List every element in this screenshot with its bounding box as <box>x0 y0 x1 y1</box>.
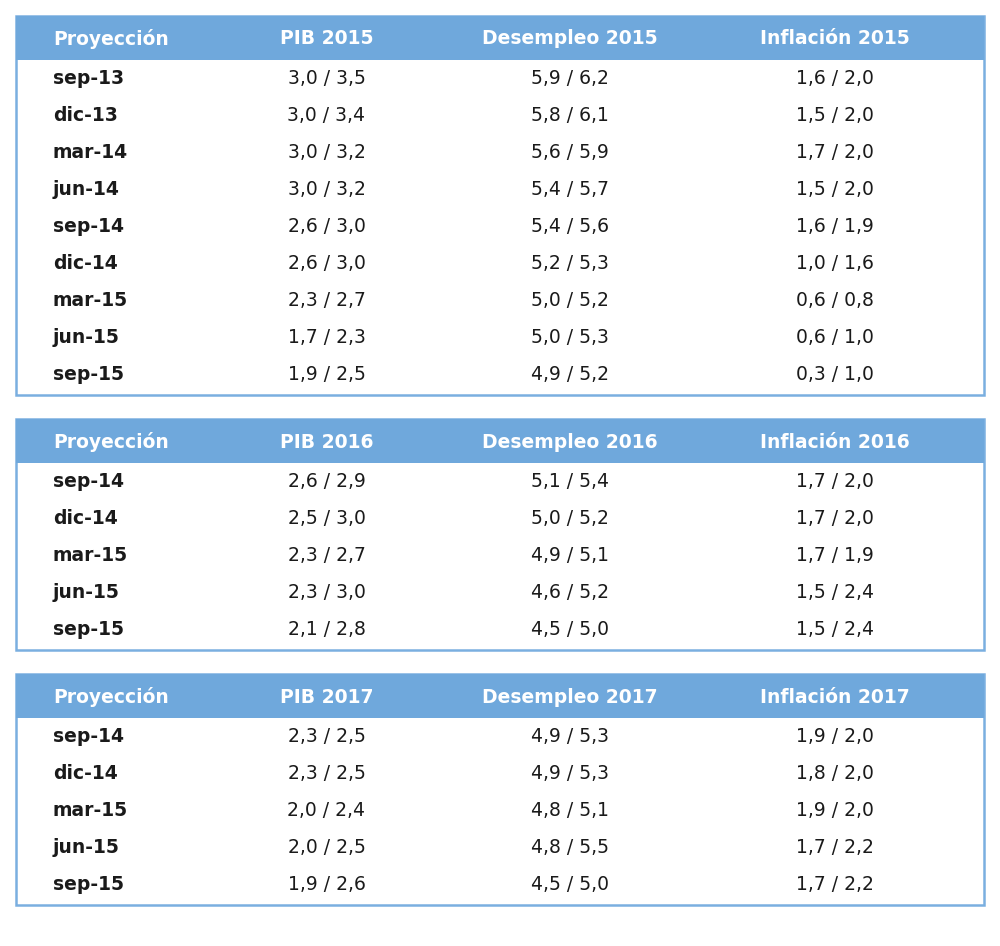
Text: PIB 2016: PIB 2016 <box>280 432 373 451</box>
Text: 1,7 / 1,9: 1,7 / 1,9 <box>796 546 874 565</box>
Text: 5,4 / 5,6: 5,4 / 5,6 <box>531 217 609 236</box>
Text: 2,3 / 2,5: 2,3 / 2,5 <box>288 764 365 783</box>
Text: Inflación 2017: Inflación 2017 <box>760 688 910 707</box>
Text: dic-14: dic-14 <box>53 254 118 273</box>
Text: 4,6 / 5,2: 4,6 / 5,2 <box>531 583 609 602</box>
Text: 1,5 / 2,4: 1,5 / 2,4 <box>796 583 874 602</box>
Text: 5,6 / 5,9: 5,6 / 5,9 <box>531 143 609 162</box>
Text: 3,0 / 3,4: 3,0 / 3,4 <box>287 106 365 125</box>
Text: 5,0 / 5,2: 5,0 / 5,2 <box>531 509 609 528</box>
Text: 2,6 / 2,9: 2,6 / 2,9 <box>288 472 365 491</box>
Text: Proyección: Proyección <box>53 687 169 707</box>
Text: 3,0 / 3,2: 3,0 / 3,2 <box>288 180 365 199</box>
Text: 2,6 / 3,0: 2,6 / 3,0 <box>288 254 365 273</box>
Text: 2,1 / 2,8: 2,1 / 2,8 <box>288 620 365 639</box>
Text: 4,9 / 5,2: 4,9 / 5,2 <box>531 365 609 384</box>
Text: mar-15: mar-15 <box>53 291 128 310</box>
Text: 1,9 / 2,0: 1,9 / 2,0 <box>796 801 874 820</box>
Text: sep-14: sep-14 <box>53 217 124 236</box>
Text: 1,9 / 2,6: 1,9 / 2,6 <box>288 875 365 894</box>
Text: 1,7 / 2,2: 1,7 / 2,2 <box>796 875 874 894</box>
Text: 2,5 / 3,0: 2,5 / 3,0 <box>288 509 365 528</box>
Bar <box>16 419 984 463</box>
Text: 3,0 / 3,2: 3,0 / 3,2 <box>288 143 365 162</box>
Text: 2,0 / 2,5: 2,0 / 2,5 <box>288 838 365 857</box>
Text: 5,0 / 5,2: 5,0 / 5,2 <box>531 291 609 310</box>
Text: jun-15: jun-15 <box>53 583 120 602</box>
Text: 2,3 / 2,7: 2,3 / 2,7 <box>288 546 365 565</box>
Text: Inflación 2016: Inflación 2016 <box>760 432 910 451</box>
Text: PIB 2015: PIB 2015 <box>280 29 373 48</box>
Text: Proyección: Proyección <box>53 432 169 452</box>
Text: sep-15: sep-15 <box>53 365 124 384</box>
Text: 1,7 / 2,0: 1,7 / 2,0 <box>796 143 874 162</box>
Text: 1,7 / 2,3: 1,7 / 2,3 <box>288 328 365 347</box>
Text: 5,9 / 6,2: 5,9 / 6,2 <box>531 69 609 88</box>
Text: 4,9 / 5,1: 4,9 / 5,1 <box>531 546 609 565</box>
Text: mar-15: mar-15 <box>53 546 128 565</box>
Bar <box>16 674 984 905</box>
Text: 1,8 / 2,0: 1,8 / 2,0 <box>796 764 874 783</box>
Text: sep-14: sep-14 <box>53 727 124 746</box>
Text: 4,8 / 5,5: 4,8 / 5,5 <box>531 838 609 857</box>
Text: 1,5 / 2,4: 1,5 / 2,4 <box>796 620 874 639</box>
Text: 0,3 / 1,0: 0,3 / 1,0 <box>796 365 874 384</box>
Text: sep-13: sep-13 <box>53 69 124 88</box>
Text: 1,0 / 1,6: 1,0 / 1,6 <box>796 254 874 273</box>
Text: Inflación 2015: Inflación 2015 <box>760 29 910 48</box>
Text: 5,4 / 5,7: 5,4 / 5,7 <box>531 180 609 199</box>
Text: 2,0 / 2,4: 2,0 / 2,4 <box>287 801 365 820</box>
Text: 4,8 / 5,1: 4,8 / 5,1 <box>531 801 609 820</box>
Text: 3,0 / 3,5: 3,0 / 3,5 <box>288 69 365 88</box>
Text: 5,1 / 5,4: 5,1 / 5,4 <box>531 472 609 491</box>
Text: 0,6 / 1,0: 0,6 / 1,0 <box>796 328 874 347</box>
Text: jun-15: jun-15 <box>53 838 120 857</box>
Text: 1,5 / 2,0: 1,5 / 2,0 <box>796 180 874 199</box>
Text: 4,9 / 5,3: 4,9 / 5,3 <box>531 727 609 746</box>
Text: PIB 2017: PIB 2017 <box>280 688 373 707</box>
Text: Desempleo 2017: Desempleo 2017 <box>482 688 658 707</box>
Text: mar-14: mar-14 <box>53 143 128 162</box>
Text: sep-15: sep-15 <box>53 875 124 894</box>
Text: 2,6 / 3,0: 2,6 / 3,0 <box>288 217 365 236</box>
Text: Proyección: Proyección <box>53 29 169 49</box>
Text: 1,6 / 2,0: 1,6 / 2,0 <box>796 69 874 88</box>
Text: 5,2 / 5,3: 5,2 / 5,3 <box>531 254 609 273</box>
Text: 1,6 / 1,9: 1,6 / 1,9 <box>796 217 874 236</box>
Text: sep-14: sep-14 <box>53 472 124 491</box>
Text: Desempleo 2015: Desempleo 2015 <box>482 29 658 48</box>
Text: 1,9 / 2,0: 1,9 / 2,0 <box>796 727 874 746</box>
Text: 4,5 / 5,0: 4,5 / 5,0 <box>531 620 609 639</box>
Text: 1,7 / 2,2: 1,7 / 2,2 <box>796 838 874 857</box>
Text: 1,9 / 2,5: 1,9 / 2,5 <box>288 365 365 384</box>
Text: mar-15: mar-15 <box>53 801 128 820</box>
Text: 2,3 / 3,0: 2,3 / 3,0 <box>288 583 365 602</box>
Text: 0,6 / 0,8: 0,6 / 0,8 <box>796 291 874 310</box>
Text: 1,7 / 2,0: 1,7 / 2,0 <box>796 472 874 491</box>
Text: 2,3 / 2,7: 2,3 / 2,7 <box>288 291 365 310</box>
Text: 4,5 / 5,0: 4,5 / 5,0 <box>531 875 609 894</box>
Bar <box>16 419 984 650</box>
Text: 5,8 / 6,1: 5,8 / 6,1 <box>531 106 609 125</box>
Bar <box>16 16 984 60</box>
Text: 1,7 / 2,0: 1,7 / 2,0 <box>796 509 874 528</box>
Bar <box>16 16 984 395</box>
Text: jun-15: jun-15 <box>53 328 120 347</box>
Text: dic-13: dic-13 <box>53 106 118 125</box>
Text: 2,3 / 2,5: 2,3 / 2,5 <box>288 727 365 746</box>
Text: 4,9 / 5,3: 4,9 / 5,3 <box>531 764 609 783</box>
Bar <box>16 674 984 718</box>
Text: Desempleo 2016: Desempleo 2016 <box>482 432 658 451</box>
Text: jun-14: jun-14 <box>53 180 120 199</box>
Text: dic-14: dic-14 <box>53 509 118 528</box>
Text: dic-14: dic-14 <box>53 764 118 783</box>
Text: 5,0 / 5,3: 5,0 / 5,3 <box>531 328 609 347</box>
Text: sep-15: sep-15 <box>53 620 124 639</box>
Text: 1,5 / 2,0: 1,5 / 2,0 <box>796 106 874 125</box>
